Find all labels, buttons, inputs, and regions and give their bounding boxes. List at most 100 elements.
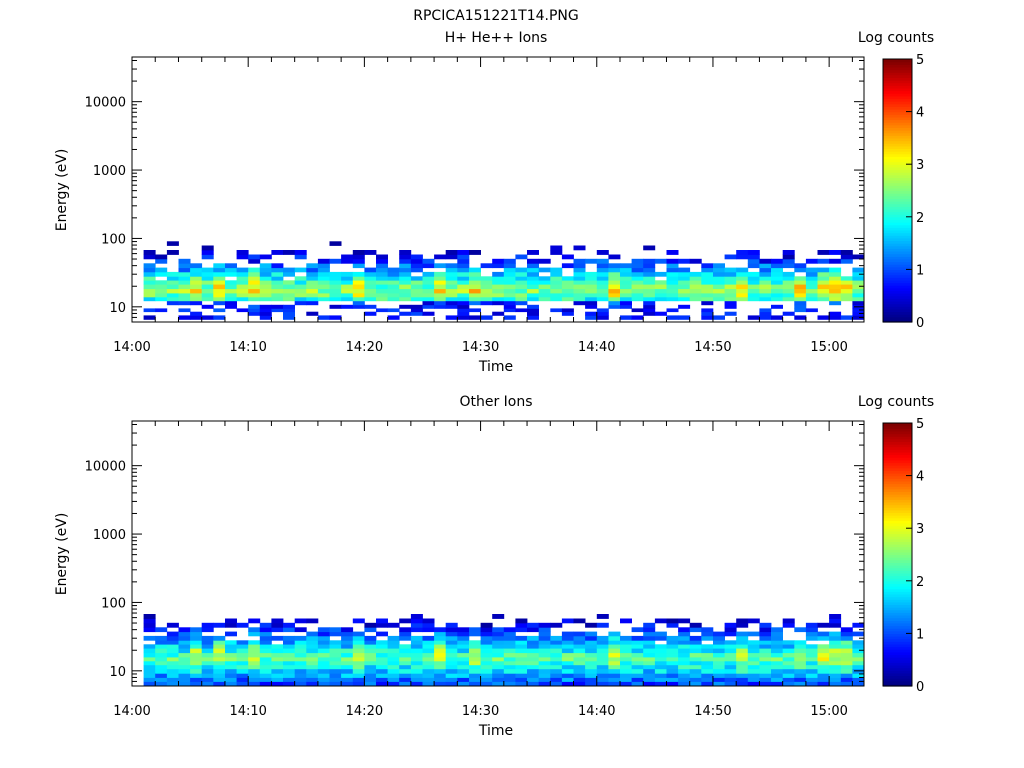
heatmap-cell xyxy=(492,664,505,670)
heatmap-cell xyxy=(422,660,435,666)
heatmap-cell xyxy=(143,673,156,678)
colorbar-swatch xyxy=(883,646,912,650)
heatmap-cell xyxy=(654,660,667,666)
heatmap-cell xyxy=(190,648,203,654)
heatmap-cell xyxy=(271,644,284,649)
heatmap-cell xyxy=(143,648,156,654)
colorbar-swatch xyxy=(883,551,912,556)
heatmap-cell xyxy=(434,300,447,306)
heatmap-cell xyxy=(213,296,226,302)
heatmap-cell xyxy=(399,258,412,264)
heatmap-cell xyxy=(480,288,493,294)
heatmap-cell xyxy=(329,640,342,645)
colorbar-swatch xyxy=(883,300,912,305)
heatmap-cell xyxy=(178,664,191,670)
heatmap-cell xyxy=(515,656,528,662)
heatmap-cell xyxy=(236,292,249,298)
heatmap-cell xyxy=(608,652,621,658)
heatmap-cell xyxy=(364,276,377,281)
heatmap-cell xyxy=(457,635,470,641)
heatmap-cell xyxy=(724,304,737,309)
colorbar-swatch xyxy=(883,578,912,582)
heatmap-cell xyxy=(631,652,644,658)
heatmap-cell xyxy=(480,284,493,290)
heatmap-cell xyxy=(271,271,284,277)
colorbar-swatch xyxy=(883,467,912,471)
heatmap-cell xyxy=(759,267,772,273)
heatmap-cell xyxy=(329,304,342,309)
heatmap-cell xyxy=(492,271,505,277)
heatmap-cell xyxy=(492,631,505,637)
heatmap-cell xyxy=(492,656,505,662)
colorbar-swatch xyxy=(883,64,912,68)
heatmap-cell xyxy=(166,276,179,281)
heatmap-cell xyxy=(271,276,284,281)
heatmap-cell xyxy=(445,263,458,269)
colorbar-swatch xyxy=(883,657,912,661)
heatmap-cell xyxy=(178,263,191,269)
heatmap-cell xyxy=(271,635,284,641)
colorbar-swatch xyxy=(883,683,912,687)
heatmap-cell xyxy=(527,640,539,645)
heatmap-cell xyxy=(713,315,725,320)
colorbar-swatch xyxy=(883,253,912,257)
heatmap-cell xyxy=(771,271,783,277)
heatmap-cell xyxy=(527,660,539,666)
heatmap-cell xyxy=(259,622,272,628)
heatmap-cell xyxy=(782,271,795,277)
colorbar-frame xyxy=(882,422,913,687)
colorbar-swatch xyxy=(883,282,912,286)
heatmap-cell xyxy=(550,652,563,658)
colorbar-swatch xyxy=(883,449,912,453)
heatmap-cell xyxy=(573,271,586,277)
colorbar-swatch xyxy=(883,235,912,239)
heatmap-cell xyxy=(771,288,783,294)
heatmap-cell xyxy=(457,296,470,302)
heatmap-cell xyxy=(678,652,691,658)
heatmap-cell xyxy=(794,677,807,682)
colorbar-tick-label: 4 xyxy=(916,470,924,485)
heatmap-cell xyxy=(422,664,435,670)
heatmap-cell xyxy=(352,304,365,309)
heatmap-cell xyxy=(678,280,691,285)
heatmap-cell xyxy=(364,311,377,316)
heatmap-cell xyxy=(573,640,586,645)
heatmap-cell xyxy=(620,296,632,302)
heatmap-cell xyxy=(294,276,307,281)
colorbar-swatch xyxy=(883,636,912,640)
heatmap-cell xyxy=(736,668,749,674)
heatmap-cell xyxy=(248,627,261,633)
heatmap-cell xyxy=(399,627,412,633)
heatmap-cell xyxy=(596,660,609,666)
heatmap-cell xyxy=(329,660,342,666)
colorbar-swatch xyxy=(883,593,912,598)
heatmap-cell xyxy=(782,681,795,687)
heatmap-cell xyxy=(689,280,702,285)
heatmap-cell xyxy=(654,292,667,298)
heatmap-cell xyxy=(794,627,807,633)
heatmap-cell xyxy=(178,652,191,658)
heatmap-cell xyxy=(480,280,493,285)
heatmap-cell xyxy=(608,267,621,273)
heatmap-cell xyxy=(492,288,505,294)
heatmap-cell xyxy=(759,263,772,269)
heatmap-cell xyxy=(271,263,284,269)
heatmap-cell xyxy=(329,271,342,277)
heatmap-cell xyxy=(538,668,551,674)
heatmap-cell xyxy=(352,644,365,649)
colorbar-swatch xyxy=(883,80,912,84)
heatmap-cell xyxy=(503,263,516,269)
heatmap-cell xyxy=(515,640,528,645)
heatmap-cell xyxy=(178,640,191,645)
heatmap-cell xyxy=(469,652,481,658)
heatmap-cell xyxy=(840,276,853,281)
heatmap-cell xyxy=(782,296,795,302)
heatmap-cell xyxy=(259,673,272,678)
heatmap-cell xyxy=(422,276,435,281)
heatmap-cell xyxy=(410,681,423,687)
heatmap-cell xyxy=(794,284,807,290)
heatmap-cell xyxy=(352,664,365,670)
heatmap-cell xyxy=(469,300,481,306)
heatmap-cell xyxy=(840,677,853,682)
heatmap-cell xyxy=(782,288,795,294)
